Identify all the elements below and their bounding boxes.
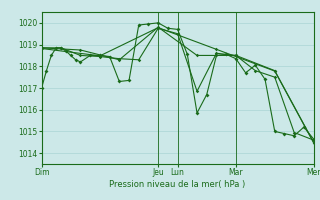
X-axis label: Pression niveau de la mer( hPa ): Pression niveau de la mer( hPa ): [109, 180, 246, 189]
